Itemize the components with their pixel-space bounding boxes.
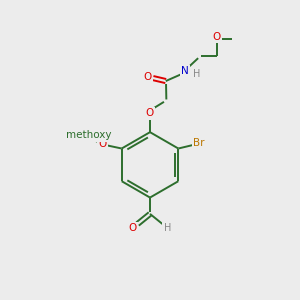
Text: methoxy: methoxy: [66, 130, 112, 140]
Text: N: N: [181, 66, 189, 76]
Text: O: O: [129, 223, 137, 233]
Text: O: O: [213, 32, 221, 42]
Text: O: O: [99, 139, 107, 149]
Text: O: O: [143, 73, 151, 82]
Text: H: H: [164, 223, 171, 233]
Text: H: H: [193, 69, 200, 79]
Text: Br: Br: [194, 138, 205, 148]
Text: O: O: [146, 108, 154, 118]
